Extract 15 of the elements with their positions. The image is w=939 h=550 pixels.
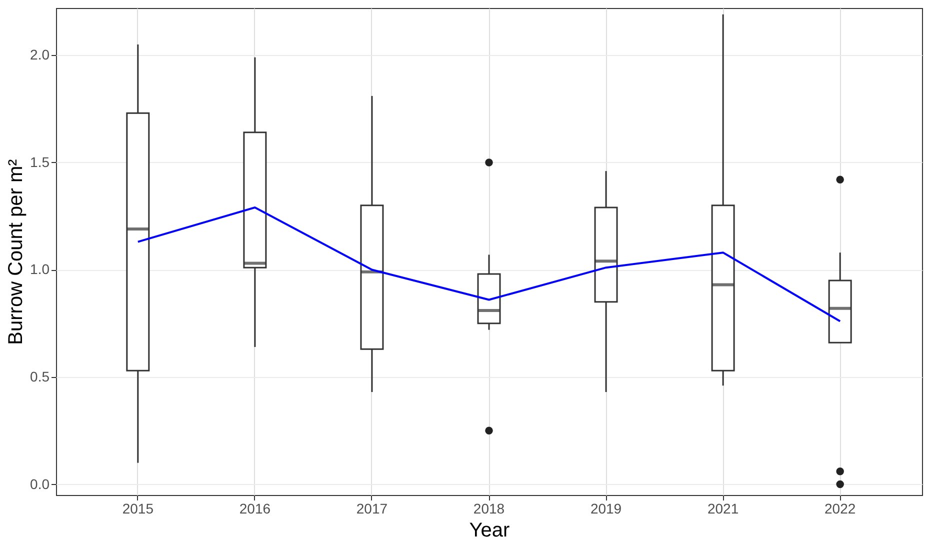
y-tick-label: 1.0 xyxy=(30,261,50,278)
x-tick-label: 2015 xyxy=(122,500,154,516)
y-tick-label: 2.0 xyxy=(30,46,50,63)
x-axis-title: Year xyxy=(469,520,510,542)
x-tick-label: 2021 xyxy=(707,500,739,516)
x-tick-label: 2016 xyxy=(239,500,271,516)
line-series xyxy=(136,206,842,322)
x-tick-label: 2019 xyxy=(590,500,622,516)
x-tick-label: 2017 xyxy=(356,500,388,516)
x-tick-label: 2022 xyxy=(824,500,856,516)
y-tick-label: 0.5 xyxy=(30,368,50,385)
y-tick-label: 1.5 xyxy=(30,154,50,170)
y-tick-label: 0.0 xyxy=(30,476,50,492)
y-axis-title: Burrow Count per m² xyxy=(5,158,28,345)
x-tick-label: 2018 xyxy=(473,500,505,516)
